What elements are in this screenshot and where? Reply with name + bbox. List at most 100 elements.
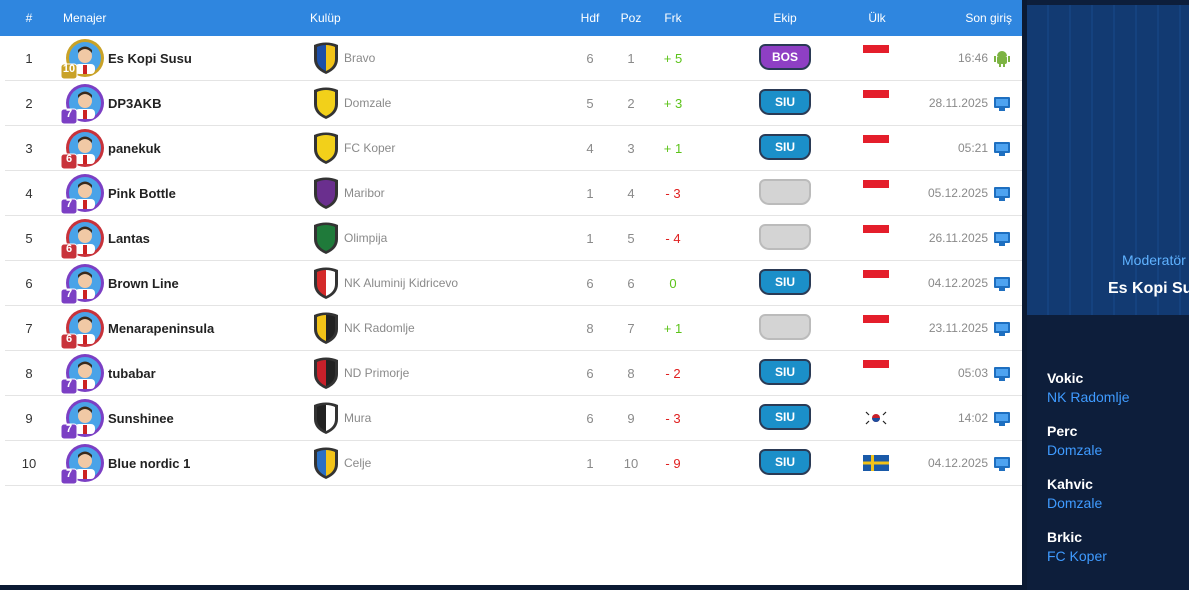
manager-name[interactable]: panekuk: [108, 141, 161, 156]
club-name[interactable]: Domzale: [344, 96, 392, 110]
manager-name[interactable]: Sunshinee: [108, 411, 174, 426]
column-header[interactable]: Son giriş: [965, 11, 1012, 25]
column-header[interactable]: Poz: [620, 11, 642, 25]
rank: 7: [25, 321, 33, 336]
last-login: 05:03: [957, 366, 988, 380]
column-header[interactable]: Menajer: [63, 11, 107, 25]
club-crest-graphic: [314, 42, 338, 74]
club-name[interactable]: Celje: [344, 456, 372, 470]
friend-name[interactable]: Perc: [1047, 423, 1078, 439]
friend-club[interactable]: Domzale: [1047, 495, 1103, 511]
avatar-graphic: [60, 444, 104, 485]
device-icon-graphic: [994, 51, 1010, 67]
team-badge[interactable]: [759, 224, 811, 250]
hdf: 4: [586, 141, 594, 156]
club-name[interactable]: Maribor: [344, 186, 385, 200]
club-crest: [311, 356, 341, 390]
club-name[interactable]: Mura: [344, 411, 372, 425]
poz: 5: [627, 231, 635, 246]
level: 7: [65, 423, 73, 435]
frk: - 2: [665, 366, 681, 381]
team-badge[interactable]: [759, 179, 811, 205]
hdf: 6: [586, 51, 594, 66]
manager-name[interactable]: Es Kopi Susu: [108, 51, 192, 66]
device-icon: [994, 277, 1010, 291]
avatar-graphic: [60, 354, 104, 395]
device-icon-graphic: [994, 367, 1010, 381]
club-name[interactable]: FC Koper: [344, 141, 396, 155]
friend-name[interactable]: Brkic: [1047, 529, 1083, 545]
frk: 0: [669, 276, 677, 291]
column-header[interactable]: Ülk: [868, 11, 886, 25]
avatar-graphic: [60, 129, 104, 170]
friend-club[interactable]: NK Radomlje: [1047, 389, 1130, 405]
club-crest-graphic: [314, 402, 338, 434]
column-header[interactable]: #: [25, 11, 33, 25]
club-name[interactable]: NK Radomlje: [344, 321, 415, 335]
manager-name[interactable]: Pink Bottle: [108, 186, 176, 201]
frk: + 1: [663, 321, 683, 336]
friend-club[interactable]: Domzale: [1047, 442, 1103, 458]
club-name[interactable]: Bravo: [344, 51, 376, 65]
team-badge[interactable]: SIU: [759, 134, 811, 160]
flag-graphic: [863, 135, 889, 151]
flag: [863, 45, 889, 61]
column-header[interactable]: Kulüp: [310, 11, 341, 25]
manager-name[interactable]: Menarapeninsula: [108, 321, 215, 336]
column-header[interactable]: Hdf: [580, 11, 600, 25]
last-login: 05:21: [957, 141, 988, 155]
manager-name[interactable]: Blue nordic 1: [108, 456, 191, 471]
column-header[interactable]: Ekip: [773, 11, 797, 25]
flag: [863, 315, 889, 331]
team-badge[interactable]: SIU: [759, 269, 811, 295]
flag: [863, 410, 889, 426]
moderator-name[interactable]: Es Kopi Susu: [1108, 280, 1189, 297]
manager-name[interactable]: DP3AKB: [108, 96, 162, 111]
table-row: 4 7 Pink Bottle Maribor 1 4 - 3 05.12.2025: [5, 171, 1022, 216]
club-crest-graphic: [314, 447, 338, 479]
rank: 2: [25, 96, 33, 111]
frk: + 1: [663, 141, 683, 156]
manager-name[interactable]: tubabar: [108, 366, 156, 381]
friend-name[interactable]: Vokic: [1047, 370, 1084, 386]
flag: [863, 455, 889, 471]
table-row: 6 7 Brown Line NK Aluminij Kidricevo 6 6 0 SI…: [5, 261, 1022, 306]
flag: [863, 135, 889, 151]
team-badge[interactable]: SIU: [759, 89, 811, 115]
avatar-graphic: [60, 399, 104, 440]
team-badge[interactable]: BOS: [759, 44, 811, 70]
level: 7: [65, 108, 73, 120]
table-row: 5 6 Lantas Olimpija 1 5 - 4 26.11.2025: [5, 216, 1022, 261]
poz: 7: [627, 321, 635, 336]
club-name[interactable]: ND Primorje: [344, 366, 410, 380]
avatar-graphic: [60, 174, 104, 215]
level: 7: [65, 468, 73, 480]
friend-name[interactable]: Kahvic: [1047, 476, 1093, 492]
device-icon-graphic: [994, 232, 1010, 246]
column-header[interactable]: Frk: [664, 11, 682, 25]
table-row: 2 7 DP3AKB Domzale 5 2 + 3 SIU 28.11.2025: [5, 81, 1022, 126]
club-name[interactable]: NK Aluminij Kidricevo: [344, 276, 459, 290]
frk: - 3: [665, 411, 681, 426]
last-login: 04.12.2025: [927, 456, 988, 470]
team-badge[interactable]: SIU: [759, 449, 811, 475]
team-badge[interactable]: SIU: [759, 404, 811, 430]
avatar: [60, 308, 105, 350]
team-badge[interactable]: [759, 314, 811, 340]
club-crest-graphic: [314, 132, 338, 164]
rank: 1: [25, 51, 33, 66]
avatar-graphic: [60, 39, 104, 80]
sidebar: Moderatör Es Kopi Susu Vokic NK Radomlje P…: [1027, 0, 1189, 590]
flag-graphic: [863, 180, 889, 196]
table-header: # Menajer Kulüp Hdf Poz Frk Ekip Ülk Son giriş: [0, 0, 1022, 36]
team-badge[interactable]: SIU: [759, 359, 811, 385]
flag-graphic: [863, 225, 889, 241]
friend-club[interactable]: FC Koper: [1047, 548, 1107, 564]
hdf: 8: [586, 321, 594, 336]
manager-name[interactable]: Brown Line: [108, 276, 179, 291]
club-crest-graphic: [314, 312, 338, 344]
club-name[interactable]: Olimpija: [344, 231, 388, 245]
avatar: [60, 218, 105, 260]
manager-name[interactable]: Lantas: [108, 231, 150, 246]
